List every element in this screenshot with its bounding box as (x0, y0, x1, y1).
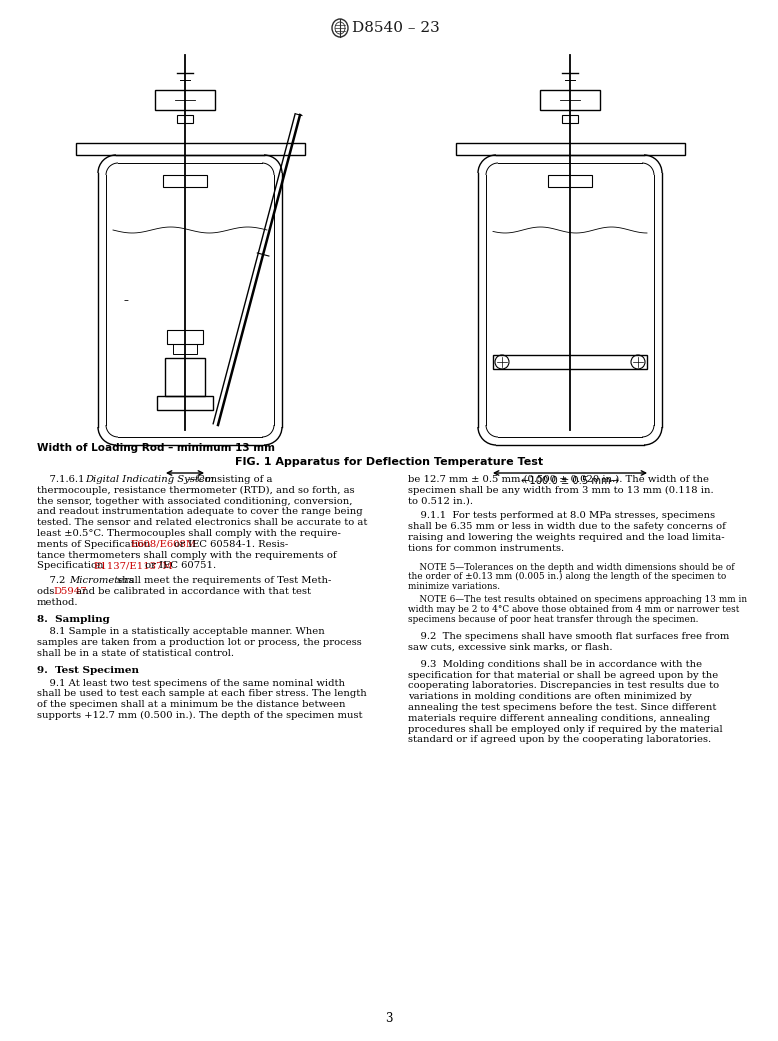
Bar (540, 90, 600, 110)
Bar (157, 396, 213, 410)
Text: 9.  Test Specimen: 9. Test Specimen (37, 666, 139, 675)
Text: thermocouple, resistance thermometer (RTD), and so forth, as: thermocouple, resistance thermometer (RT… (37, 486, 355, 494)
Text: materials require different annealing conditions, annealing: materials require different annealing co… (408, 714, 710, 722)
Text: 9.1.1  For tests performed at 8.0 MPa stresses, specimens: 9.1.1 For tests performed at 8.0 MPa str… (408, 511, 715, 520)
Text: cooperating laboratories. Discrepancies in test results due to: cooperating laboratories. Discrepancies … (408, 682, 719, 690)
Text: E608/E608M: E608/E608M (130, 540, 196, 549)
Bar (173, 344, 197, 354)
Text: 8.  Sampling: 8. Sampling (37, 614, 110, 624)
Text: FIG. 1 Apparatus for Deflection Temperature Test: FIG. 1 Apparatus for Deflection Temperat… (235, 457, 543, 467)
Text: ments of Specification: ments of Specification (37, 540, 153, 549)
Text: of the specimen shall at a minimum be the distance between: of the specimen shall at a minimum be th… (37, 701, 345, 709)
Text: 8.1 Sample in a statistically acceptable manner. When: 8.1 Sample in a statistically acceptable… (37, 628, 324, 636)
Text: shall meet the requirements of Test Meth-: shall meet the requirements of Test Meth… (114, 577, 331, 585)
Text: specimens because of poor heat transfer through the specimen.: specimens because of poor heat transfer … (408, 614, 699, 624)
Text: least ±0.5°C. Thermocouples shall comply with the require-: least ±0.5°C. Thermocouples shall comply… (37, 529, 341, 538)
Text: D5947: D5947 (53, 587, 87, 596)
Text: 9.1 At least two test specimens of the same nominal width: 9.1 At least two test specimens of the s… (37, 679, 345, 688)
Text: the sensor, together with associated conditioning, conversion,: the sensor, together with associated con… (37, 497, 352, 506)
Bar (163, 175, 207, 187)
Text: width may be 2 to 4°C above those obtained from 4 mm or narrower test: width may be 2 to 4°C above those obtain… (408, 605, 739, 614)
Bar (456, 143, 685, 155)
Text: 9.3  Molding conditions shall be in accordance with the: 9.3 Molding conditions shall be in accor… (408, 660, 702, 668)
Text: 9.2  The specimens shall have smooth flat surfaces free from: 9.2 The specimens shall have smooth flat… (408, 632, 729, 641)
Bar (165, 358, 205, 396)
Text: samples are taken from a production lot or process, the process: samples are taken from a production lot … (37, 638, 362, 648)
Bar (562, 115, 578, 123)
Bar (167, 330, 203, 344)
Text: –: – (124, 295, 128, 305)
Text: NOTE 6—The test results obtained on specimens approaching 13 mm in: NOTE 6—The test results obtained on spec… (408, 595, 747, 605)
Text: Micrometers: Micrometers (69, 577, 135, 585)
Text: saw cuts, excessive sink marks, or flash.: saw cuts, excessive sink marks, or flash… (408, 643, 612, 652)
Text: be 12.7 mm ± 0.5 mm (0.500 ± 0.020 in.). The width of the: be 12.7 mm ± 0.5 mm (0.500 ± 0.020 in.).… (408, 475, 709, 484)
Text: minimize variations.: minimize variations. (408, 582, 500, 591)
Text: 7.2: 7.2 (37, 577, 68, 585)
Text: and readout instrumentation adequate to cover the range being: and readout instrumentation adequate to … (37, 507, 363, 516)
Text: and be calibrated in accordance with that test: and be calibrated in accordance with tha… (73, 587, 311, 596)
Text: to 0.512 in.).: to 0.512 in.). (408, 497, 473, 506)
Text: ←100.0 ± 0.5 mm→: ←100.0 ± 0.5 mm→ (521, 476, 619, 486)
Bar (493, 355, 647, 369)
Text: or IEC 60584-1. Resis-: or IEC 60584-1. Resis- (170, 540, 288, 549)
Text: shall be used to test each sample at each fiber stress. The length: shall be used to test each sample at eac… (37, 689, 366, 699)
Text: the order of ±0.13 mm (0.005 in.) along the length of the specimen to: the order of ±0.13 mm (0.005 in.) along … (408, 573, 726, 581)
Text: D8540 – 23: D8540 – 23 (352, 21, 440, 35)
Text: ods: ods (37, 587, 58, 596)
Text: specification for that material or shall be agreed upon by the: specification for that material or shall… (408, 670, 718, 680)
Text: supports +12.7 mm (0.500 in.). The depth of the specimen must: supports +12.7 mm (0.500 in.). The depth… (37, 711, 363, 720)
Text: Digital Indicating System: Digital Indicating System (86, 475, 215, 484)
Text: NOTE 5—Tolerances on the depth and width dimensions should be of: NOTE 5—Tolerances on the depth and width… (408, 562, 734, 572)
Text: standard or if agreed upon by the cooperating laboratories.: standard or if agreed upon by the cooper… (408, 735, 711, 744)
Text: tions for common instruments.: tions for common instruments. (408, 543, 564, 553)
Bar (177, 115, 193, 123)
Text: Specification: Specification (37, 561, 107, 570)
Text: 3: 3 (385, 1012, 393, 1024)
Text: tested. The sensor and related electronics shall be accurate to at: tested. The sensor and related electroni… (37, 518, 367, 527)
Text: shall be in a state of statistical control.: shall be in a state of statistical contr… (37, 649, 234, 658)
Text: —Consisting of a: —Consisting of a (187, 475, 272, 484)
Text: variations in molding conditions are often minimized by: variations in molding conditions are oft… (408, 692, 692, 702)
Text: tance thermometers shall comply with the requirements of: tance thermometers shall comply with the… (37, 551, 337, 560)
Text: raising and lowering the weights required and the load limita-: raising and lowering the weights require… (408, 533, 724, 542)
Bar (76, 143, 305, 155)
Text: Width of Loading Rod – minimum 13 mm: Width of Loading Rod – minimum 13 mm (37, 443, 275, 453)
Text: procedures shall be employed only if required by the material: procedures shall be employed only if req… (408, 725, 723, 734)
Bar (548, 175, 592, 187)
Text: annealing the test specimens before the test. Since different: annealing the test specimens before the … (408, 703, 717, 712)
Text: shall be 6.35 mm or less in width due to the safety concerns of: shall be 6.35 mm or less in width due to… (408, 523, 726, 531)
Text: specimen shall be any width from 3 mm to 13 mm (0.118 in.: specimen shall be any width from 3 mm to… (408, 486, 713, 494)
Text: 7.1.6.1: 7.1.6.1 (37, 475, 88, 484)
Text: E1137/E1137M: E1137/E1137M (93, 561, 173, 570)
Text: method.: method. (37, 598, 79, 607)
Bar (155, 90, 215, 110)
Text: or IEC 60751.: or IEC 60751. (142, 561, 216, 570)
